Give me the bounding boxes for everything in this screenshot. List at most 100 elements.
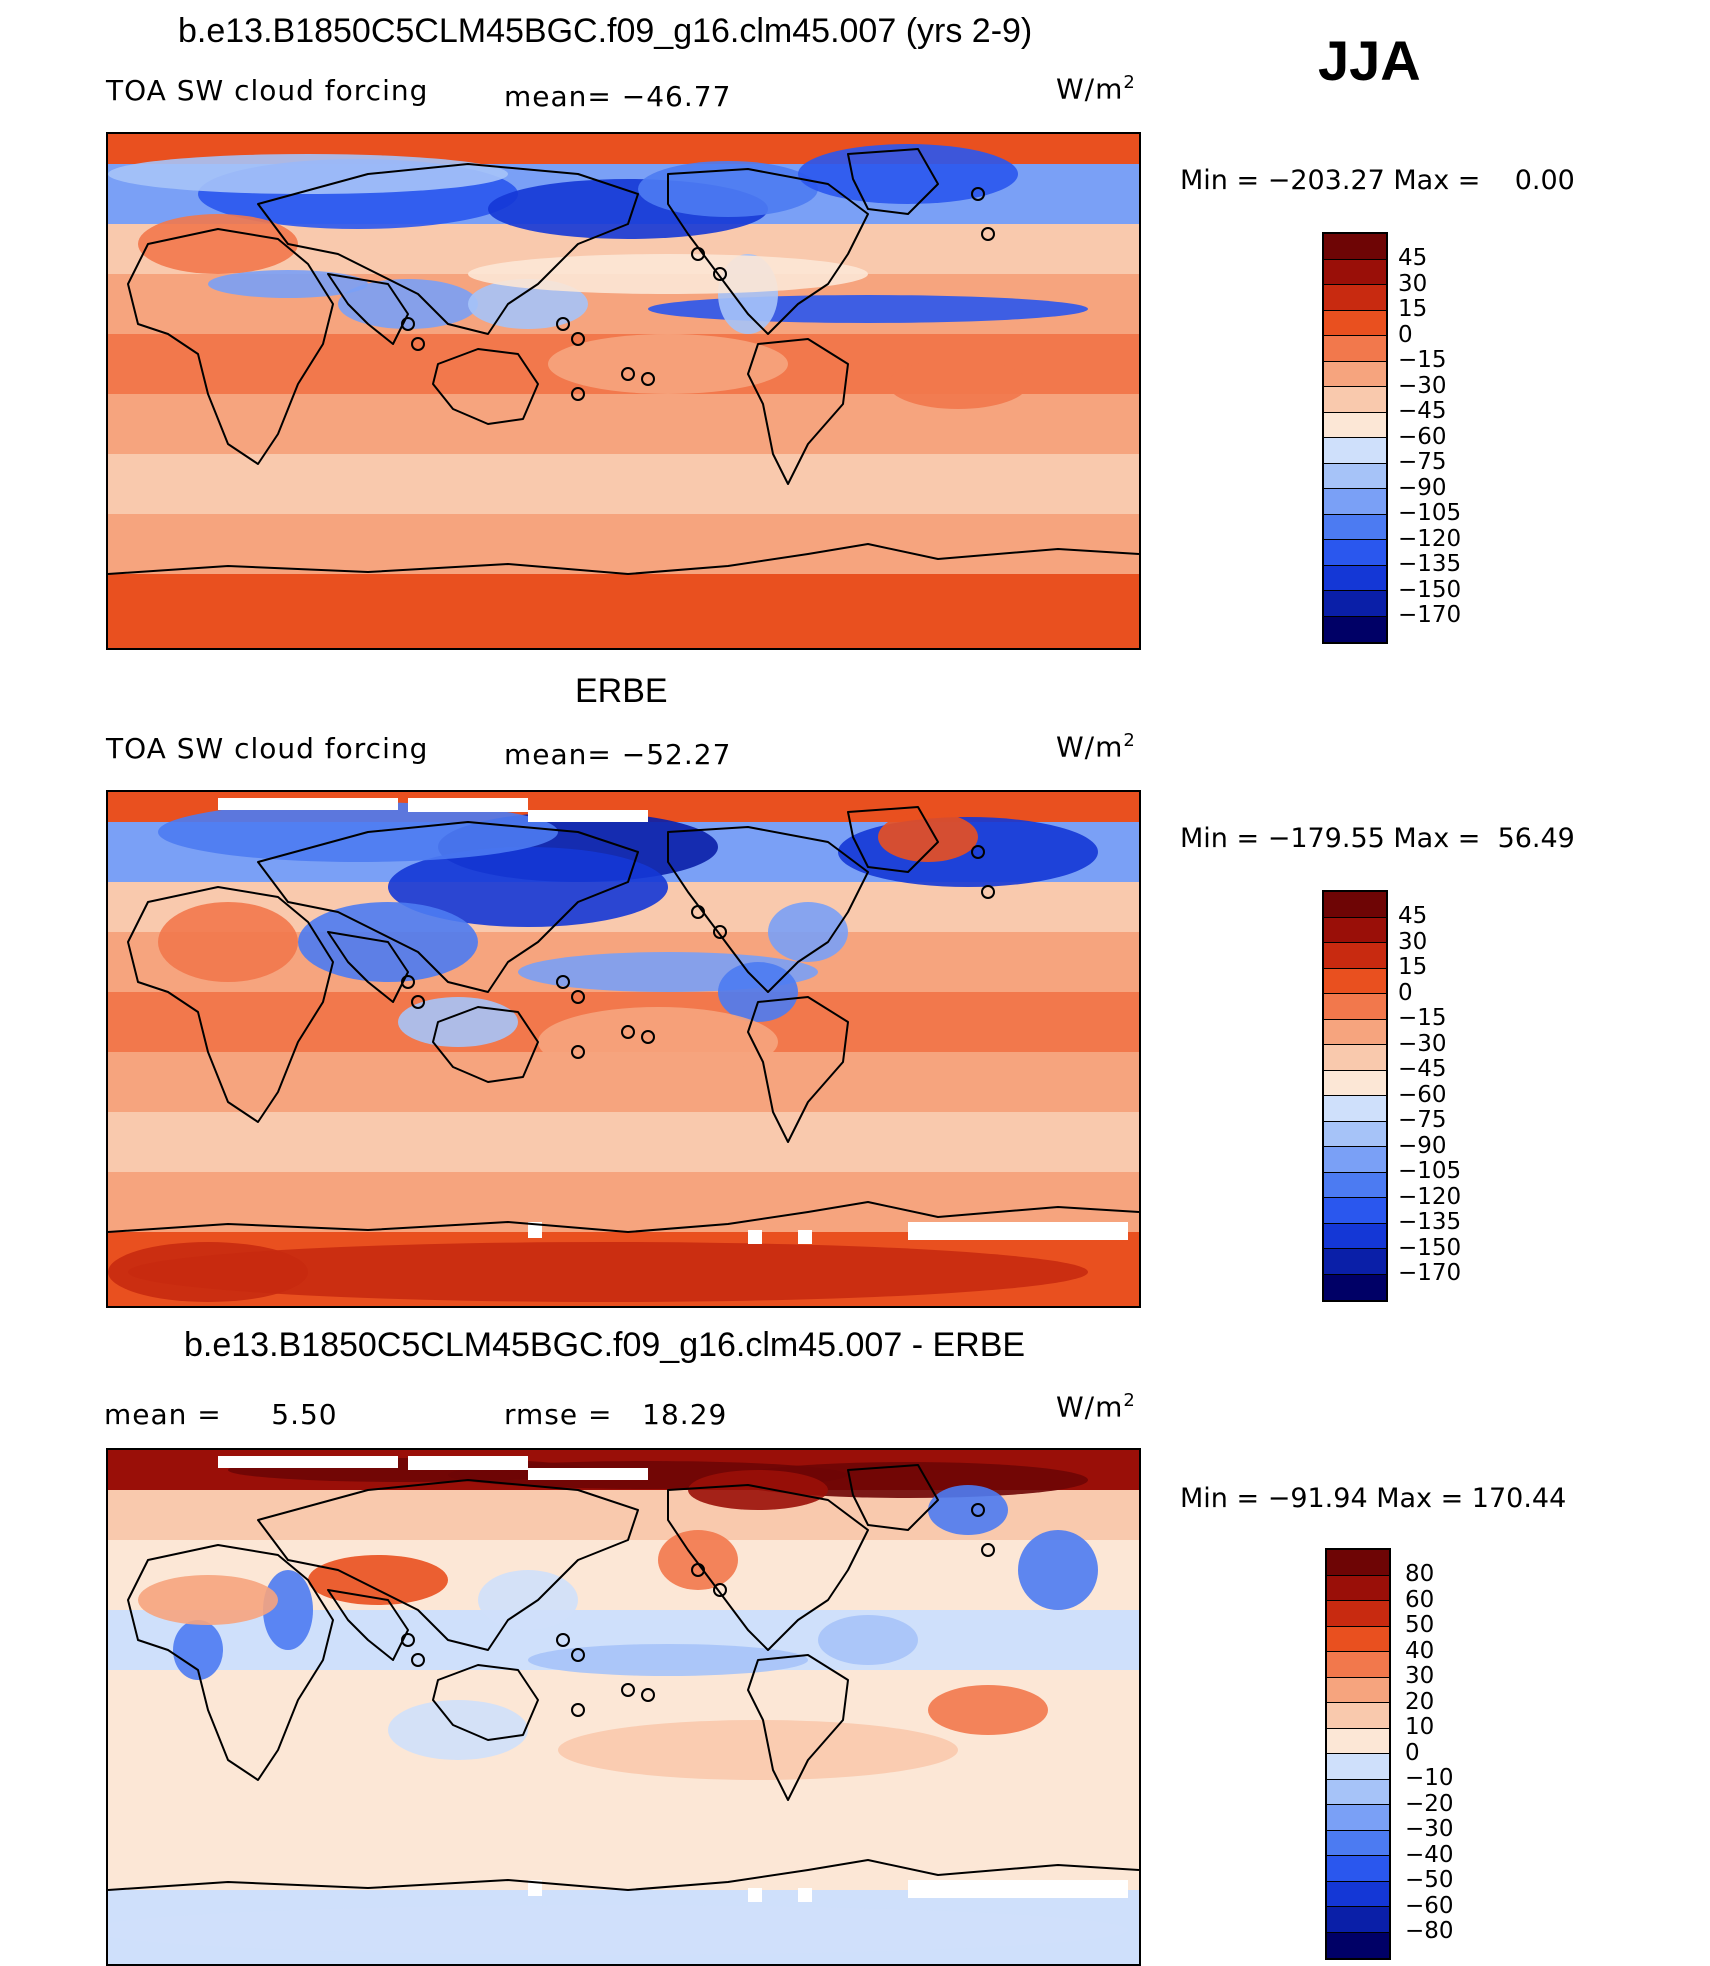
coastline xyxy=(257,821,639,993)
colorbar-tick-label: −60 xyxy=(1398,423,1447,450)
field-contour xyxy=(928,1485,1008,1535)
field-contour xyxy=(928,1685,1048,1735)
field-contour xyxy=(173,1620,223,1680)
colorbar-tick-label: −105 xyxy=(1398,1158,1462,1184)
coastline xyxy=(432,1006,539,1083)
panel3-map-field xyxy=(108,1450,1139,1964)
colorbar-swatch xyxy=(1324,1223,1386,1249)
panel3-mean: mean = 5.50 xyxy=(104,1398,338,1431)
colorbar-tick-label: −40 xyxy=(1405,1841,1454,1868)
colorbar-swatch xyxy=(1324,438,1386,464)
colorbar-tick-label: 40 xyxy=(1405,1637,1435,1664)
colorbar-tick-label: −120 xyxy=(1398,1183,1462,1210)
colorbar-tick-label: −135 xyxy=(1398,1209,1462,1235)
missing-data-patch xyxy=(528,810,648,822)
coastline xyxy=(747,1654,849,1801)
coastline xyxy=(127,886,334,1123)
panel2-mean: mean= −52.27 xyxy=(504,738,732,771)
field-band xyxy=(108,574,1139,648)
panel3-units: W/m2 xyxy=(1056,1390,1136,1424)
colorbar-tick-label: 50 xyxy=(1405,1612,1435,1638)
field-contour xyxy=(558,1720,958,1780)
coastline xyxy=(667,826,869,993)
panel1-title: b.e13.B1850C5CLM45BGC.f09_g16.clm45.007 … xyxy=(178,12,1033,50)
missing-data-patch xyxy=(528,1468,648,1480)
colorbar-swatch xyxy=(1327,1754,1389,1780)
colorbar-tick-label: −15 xyxy=(1398,347,1447,373)
colorbar-swatch xyxy=(1324,540,1386,566)
field-contour xyxy=(263,1570,313,1650)
colorbar-tick-label: −30 xyxy=(1405,1816,1454,1842)
island-coastline xyxy=(641,1030,655,1044)
coastline xyxy=(327,273,409,345)
island-coastline xyxy=(556,975,570,989)
panel1-minmax: Min = −203.27 Max = 0.00 xyxy=(1180,165,1575,196)
colorbar-swatch xyxy=(1324,917,1386,943)
island-coastline xyxy=(691,1563,705,1577)
coastline xyxy=(847,1464,939,1531)
colorbar-swatch xyxy=(1324,565,1386,591)
colorbar-swatch xyxy=(1324,1019,1386,1045)
field-contour xyxy=(388,847,668,927)
missing-data-patch xyxy=(218,1456,398,1468)
field-contour xyxy=(888,359,1028,409)
colorbar-tick-label: 0 xyxy=(1405,1739,1420,1766)
colorbar-swatch xyxy=(1324,1070,1386,1096)
field-contour xyxy=(718,962,798,1022)
field-contour xyxy=(548,334,788,394)
colorbar-swatch xyxy=(1324,943,1386,969)
coastline xyxy=(257,1479,639,1651)
island-coastline xyxy=(411,995,425,1009)
field-contour xyxy=(688,1470,828,1510)
colorbar-swatch xyxy=(1327,1856,1389,1882)
panel2-map-field xyxy=(108,792,1139,1306)
colorbar-tick-label: −120 xyxy=(1398,525,1462,552)
panel1-map xyxy=(106,132,1141,650)
colorbar-swatch xyxy=(1327,1779,1389,1805)
coastline xyxy=(108,1859,1139,1891)
field-contour xyxy=(208,270,368,298)
colorbar-tick-label: −45 xyxy=(1398,1056,1447,1082)
coastline xyxy=(108,1201,1139,1233)
colorbar-swatch xyxy=(1327,1703,1389,1729)
missing-data-patch xyxy=(798,1230,812,1244)
colorbar-swatch xyxy=(1324,489,1386,515)
coastline xyxy=(747,338,849,485)
island-coastline xyxy=(691,905,705,919)
coastline xyxy=(327,1589,409,1661)
coastline xyxy=(127,1544,334,1781)
colorbar-tick-label: −75 xyxy=(1398,449,1447,475)
island-coastline xyxy=(571,990,585,1004)
panel3-title: b.e13.B1850C5CLM45BGC.f09_g16.clm45.007 … xyxy=(184,1326,1026,1364)
colorbar-swatch xyxy=(1327,1677,1389,1703)
colorbar-tick-label: −170 xyxy=(1398,1260,1462,1286)
island-coastline xyxy=(411,1653,425,1667)
island-coastline xyxy=(621,1025,635,1039)
colorbar-swatch xyxy=(1324,892,1386,918)
colorbar-swatch xyxy=(1327,1907,1389,1933)
field-contour xyxy=(158,802,558,862)
missing-data-patch xyxy=(218,798,398,810)
field-contour xyxy=(108,1242,308,1302)
colorbar-swatch xyxy=(1324,968,1386,994)
colorbar-tick-label: 20 xyxy=(1405,1688,1435,1715)
panel3-map xyxy=(106,1448,1141,1966)
panel1-colorbar-ticks: 45 30 15 0 −15 −30 −45 −60 −75 −90 −105 −120 −135 −15… xyxy=(1398,245,1462,629)
field-contour xyxy=(878,812,978,862)
colorbar-swatch xyxy=(1327,1575,1389,1601)
field-contour xyxy=(1018,1530,1098,1610)
panel2-minmax: Min = −179.55 Max = 56.49 xyxy=(1180,823,1575,854)
island-coastline xyxy=(981,1543,995,1557)
colorbar-swatch xyxy=(1327,1881,1389,1907)
island-coastline xyxy=(621,367,635,381)
island-coastline xyxy=(971,845,985,859)
panel2-field-label: TOA SW cloud forcing xyxy=(106,732,429,765)
colorbar-swatch xyxy=(1327,1830,1389,1856)
island-coastline xyxy=(571,1703,585,1717)
coastline xyxy=(847,148,939,215)
panel1-map-field xyxy=(108,134,1139,648)
field-contour xyxy=(638,161,818,217)
missing-data-patch xyxy=(748,1888,762,1902)
field-band xyxy=(108,454,1139,514)
island-coastline xyxy=(401,1633,415,1647)
